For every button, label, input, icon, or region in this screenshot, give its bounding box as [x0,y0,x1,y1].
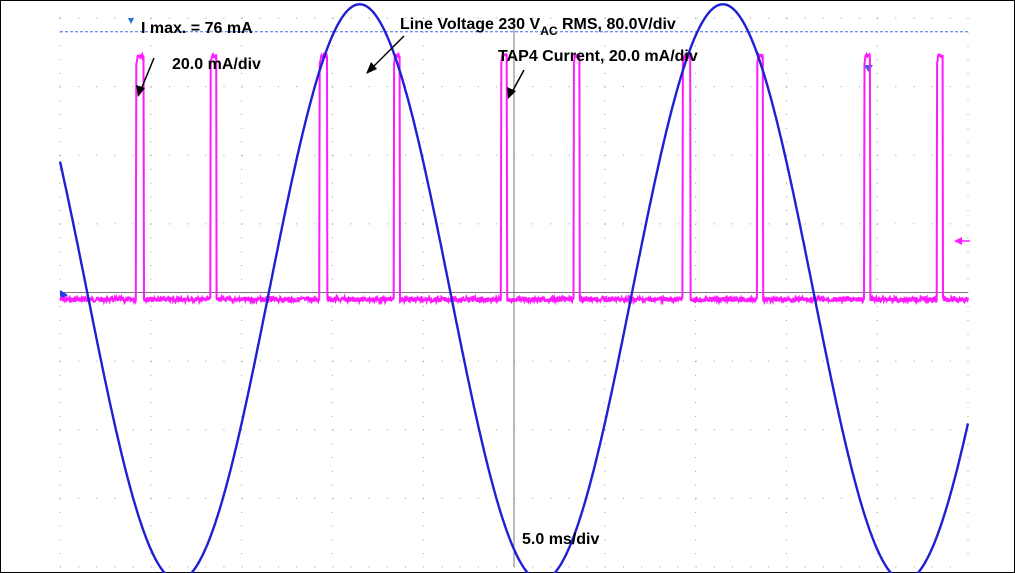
imax-arrow [139,57,155,93]
current-ground-marker [954,237,962,245]
cursor-marker-left [128,18,134,24]
imax-arrowhead [136,85,145,97]
voltage-arrow [369,35,405,71]
voltage-label: Line Voltage 230 VAC RMS, 80.0V/div [400,16,676,38]
voltage-arrowhead [366,62,377,74]
imax-label: I max. = 76 mA [141,20,253,37]
traces [58,3,970,573]
current-trace [59,51,969,306]
timebase-label: 5.0 ms/div [522,531,599,548]
current-label: TAP4 Current, 20.0 mA/div [498,48,698,65]
annotation-arrows [136,35,525,99]
imax-scale-label: 20.0 mA/div [172,56,261,73]
voltage-trace [58,3,970,573]
grid [59,17,969,568]
current-arrowhead [507,87,516,99]
